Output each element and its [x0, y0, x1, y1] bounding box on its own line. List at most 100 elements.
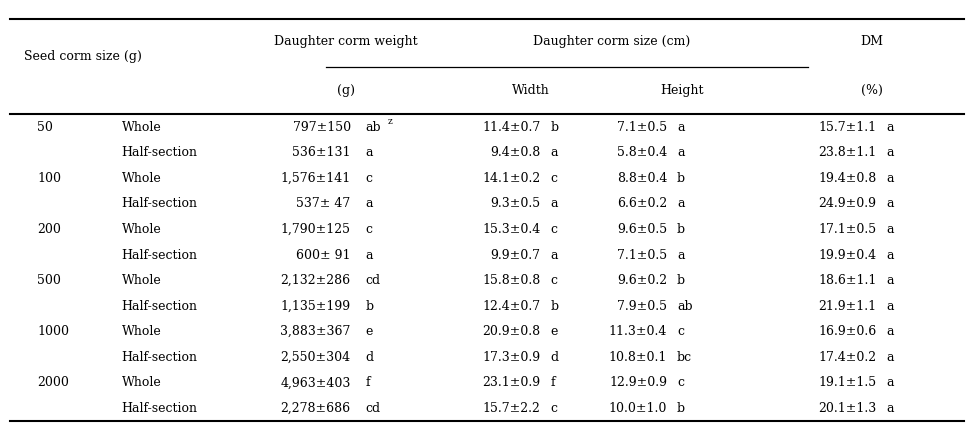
Text: Whole: Whole — [122, 172, 162, 185]
Text: c: c — [677, 376, 684, 389]
Text: 2,278±686: 2,278±686 — [281, 402, 351, 415]
Text: e: e — [550, 325, 558, 338]
Text: 2,550±304: 2,550±304 — [281, 351, 351, 364]
Text: f: f — [365, 376, 370, 389]
Text: 536±131: 536±131 — [292, 146, 351, 159]
Text: c: c — [677, 325, 684, 338]
Text: c: c — [550, 172, 557, 185]
Text: a: a — [365, 197, 373, 210]
Text: c: c — [550, 402, 557, 415]
Text: 7.1±0.5: 7.1±0.5 — [618, 248, 667, 261]
Text: 537± 47: 537± 47 — [296, 197, 351, 210]
Text: 14.1±0.2: 14.1±0.2 — [482, 172, 541, 185]
Text: 1000: 1000 — [37, 325, 69, 338]
Text: 15.8±0.8: 15.8±0.8 — [482, 274, 541, 287]
Text: 6.6±0.2: 6.6±0.2 — [617, 197, 667, 210]
Text: d: d — [550, 351, 558, 364]
Text: cd: cd — [365, 402, 381, 415]
Text: 19.4±0.8: 19.4±0.8 — [818, 172, 877, 185]
Text: Seed corm size (g): Seed corm size (g) — [23, 50, 142, 63]
Text: f: f — [550, 376, 555, 389]
Text: 24.9±0.9: 24.9±0.9 — [818, 197, 877, 210]
Text: c: c — [365, 172, 372, 185]
Text: a: a — [365, 146, 373, 159]
Text: c: c — [550, 223, 557, 236]
Text: 3,883±367: 3,883±367 — [281, 325, 351, 338]
Text: a: a — [886, 402, 894, 415]
Text: b: b — [677, 223, 685, 236]
Text: Whole: Whole — [122, 376, 162, 389]
Text: a: a — [365, 248, 373, 261]
Text: a: a — [886, 351, 894, 364]
Text: b: b — [677, 172, 685, 185]
Text: a: a — [550, 197, 558, 210]
Text: b: b — [550, 300, 558, 313]
Text: Whole: Whole — [122, 121, 162, 134]
Text: 15.3±0.4: 15.3±0.4 — [482, 223, 541, 236]
Text: 7.1±0.5: 7.1±0.5 — [618, 121, 667, 134]
Text: 15.7±2.2: 15.7±2.2 — [483, 402, 541, 415]
Text: a: a — [886, 376, 894, 389]
Text: 50: 50 — [37, 121, 53, 134]
Text: 500: 500 — [37, 274, 61, 287]
Text: b: b — [677, 274, 685, 287]
Text: 18.6±1.1: 18.6±1.1 — [818, 274, 877, 287]
Text: 23.1±0.9: 23.1±0.9 — [482, 376, 541, 389]
Text: e: e — [365, 325, 373, 338]
Text: Daughter corm weight: Daughter corm weight — [274, 35, 418, 48]
Text: 9.4±0.8: 9.4±0.8 — [490, 146, 541, 159]
Text: 15.7±1.1: 15.7±1.1 — [818, 121, 877, 134]
Text: a: a — [886, 172, 894, 185]
Text: a: a — [677, 121, 685, 134]
Text: 200: 200 — [37, 223, 61, 236]
Text: Whole: Whole — [122, 274, 162, 287]
Text: DM: DM — [860, 35, 883, 48]
Text: 2,132±286: 2,132±286 — [281, 274, 351, 287]
Text: 1,135±199: 1,135±199 — [281, 300, 351, 313]
Text: 9.3±0.5: 9.3±0.5 — [491, 197, 541, 210]
Text: 21.9±1.1: 21.9±1.1 — [818, 300, 877, 313]
Text: 7.9±0.5: 7.9±0.5 — [618, 300, 667, 313]
Text: a: a — [886, 223, 894, 236]
Text: a: a — [886, 274, 894, 287]
Text: 11.3±0.4: 11.3±0.4 — [609, 325, 667, 338]
Text: (g): (g) — [337, 84, 355, 97]
Text: b: b — [365, 300, 373, 313]
Text: a: a — [886, 325, 894, 338]
Text: ab: ab — [677, 300, 693, 313]
Text: 16.9±0.6: 16.9±0.6 — [818, 325, 877, 338]
Text: d: d — [365, 351, 373, 364]
Text: a: a — [550, 146, 558, 159]
Text: Height: Height — [660, 84, 703, 97]
Text: 8.8±0.4: 8.8±0.4 — [617, 172, 667, 185]
Text: 10.0±1.0: 10.0±1.0 — [609, 402, 667, 415]
Text: 20.1±1.3: 20.1±1.3 — [818, 402, 877, 415]
Text: Half-section: Half-section — [122, 146, 198, 159]
Text: b: b — [677, 402, 685, 415]
Text: 11.4±0.7: 11.4±0.7 — [482, 121, 541, 134]
Text: 600± 91: 600± 91 — [296, 248, 351, 261]
Text: bc: bc — [677, 351, 693, 364]
Text: ab: ab — [365, 121, 381, 134]
Text: a: a — [886, 121, 894, 134]
Text: a: a — [886, 248, 894, 261]
Text: 17.4±0.2: 17.4±0.2 — [818, 351, 877, 364]
Text: c: c — [550, 274, 557, 287]
Text: a: a — [550, 248, 558, 261]
Text: Whole: Whole — [122, 223, 162, 236]
Text: 797±150: 797±150 — [292, 121, 351, 134]
Text: 12.9±0.9: 12.9±0.9 — [609, 376, 667, 389]
Text: 9.6±0.5: 9.6±0.5 — [618, 223, 667, 236]
Text: Half-section: Half-section — [122, 402, 198, 415]
Text: 12.4±0.7: 12.4±0.7 — [482, 300, 541, 313]
Text: 19.9±0.4: 19.9±0.4 — [818, 248, 877, 261]
Text: a: a — [886, 197, 894, 210]
Text: Daughter corm size (cm): Daughter corm size (cm) — [533, 35, 691, 48]
Text: 10.8±0.1: 10.8±0.1 — [609, 351, 667, 364]
Text: 5.8±0.4: 5.8±0.4 — [617, 146, 667, 159]
Text: c: c — [365, 223, 372, 236]
Text: cd: cd — [365, 274, 381, 287]
Text: 1,576±141: 1,576±141 — [281, 172, 351, 185]
Text: b: b — [550, 121, 558, 134]
Text: 20.9±0.8: 20.9±0.8 — [482, 325, 541, 338]
